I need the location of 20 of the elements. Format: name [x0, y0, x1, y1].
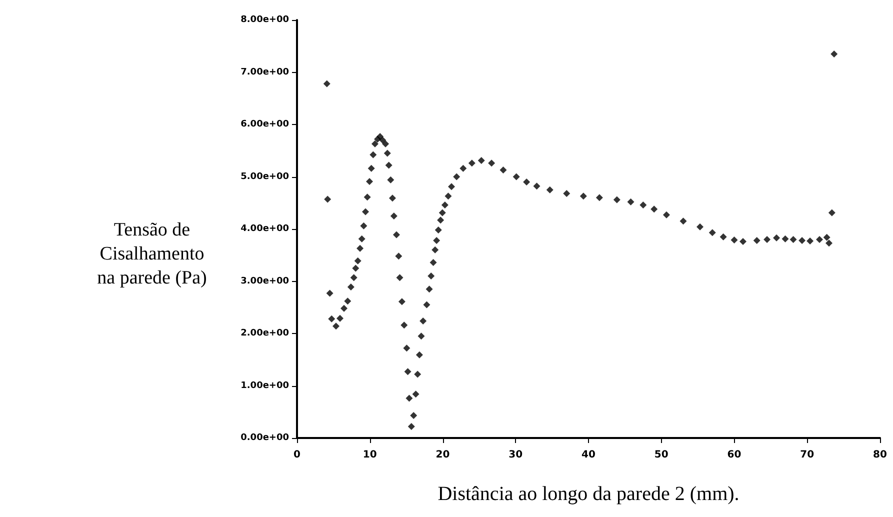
- y-tick-label: 6.00e+00: [240, 120, 289, 130]
- y-axis-title: Tensão de Cisalhamento na parede (Pa): [97, 220, 207, 288]
- x-tick-label: 70: [800, 450, 814, 460]
- x-tick-label: 80: [873, 450, 887, 460]
- y-tick-label: 0.00e+00: [240, 433, 289, 443]
- x-axis-title: Distância ao longo da parede 2 (mm).: [438, 483, 740, 505]
- x-tick-label: 0: [294, 450, 301, 460]
- y-tick-label: 5.00e+00: [240, 172, 289, 182]
- x-tick-label: 50: [654, 450, 668, 460]
- y-tick-label: 4.00e+00: [240, 224, 289, 234]
- y-tick-label: 8.00e+00: [240, 15, 289, 25]
- x-tick-label: 30: [508, 450, 523, 460]
- x-tick-label: 20: [436, 450, 450, 460]
- x-tick-label: 10: [362, 450, 377, 460]
- y-tick-label: 1.00e+00: [240, 380, 289, 391]
- y-tick-label: 7.00e+00: [240, 67, 289, 78]
- x-tick-label: 40: [582, 450, 596, 460]
- x-tick-label: 60: [727, 450, 742, 460]
- y-tick-label: 2.00e+00: [240, 328, 289, 338]
- y-tick-label: 3.00e+00: [240, 276, 289, 286]
